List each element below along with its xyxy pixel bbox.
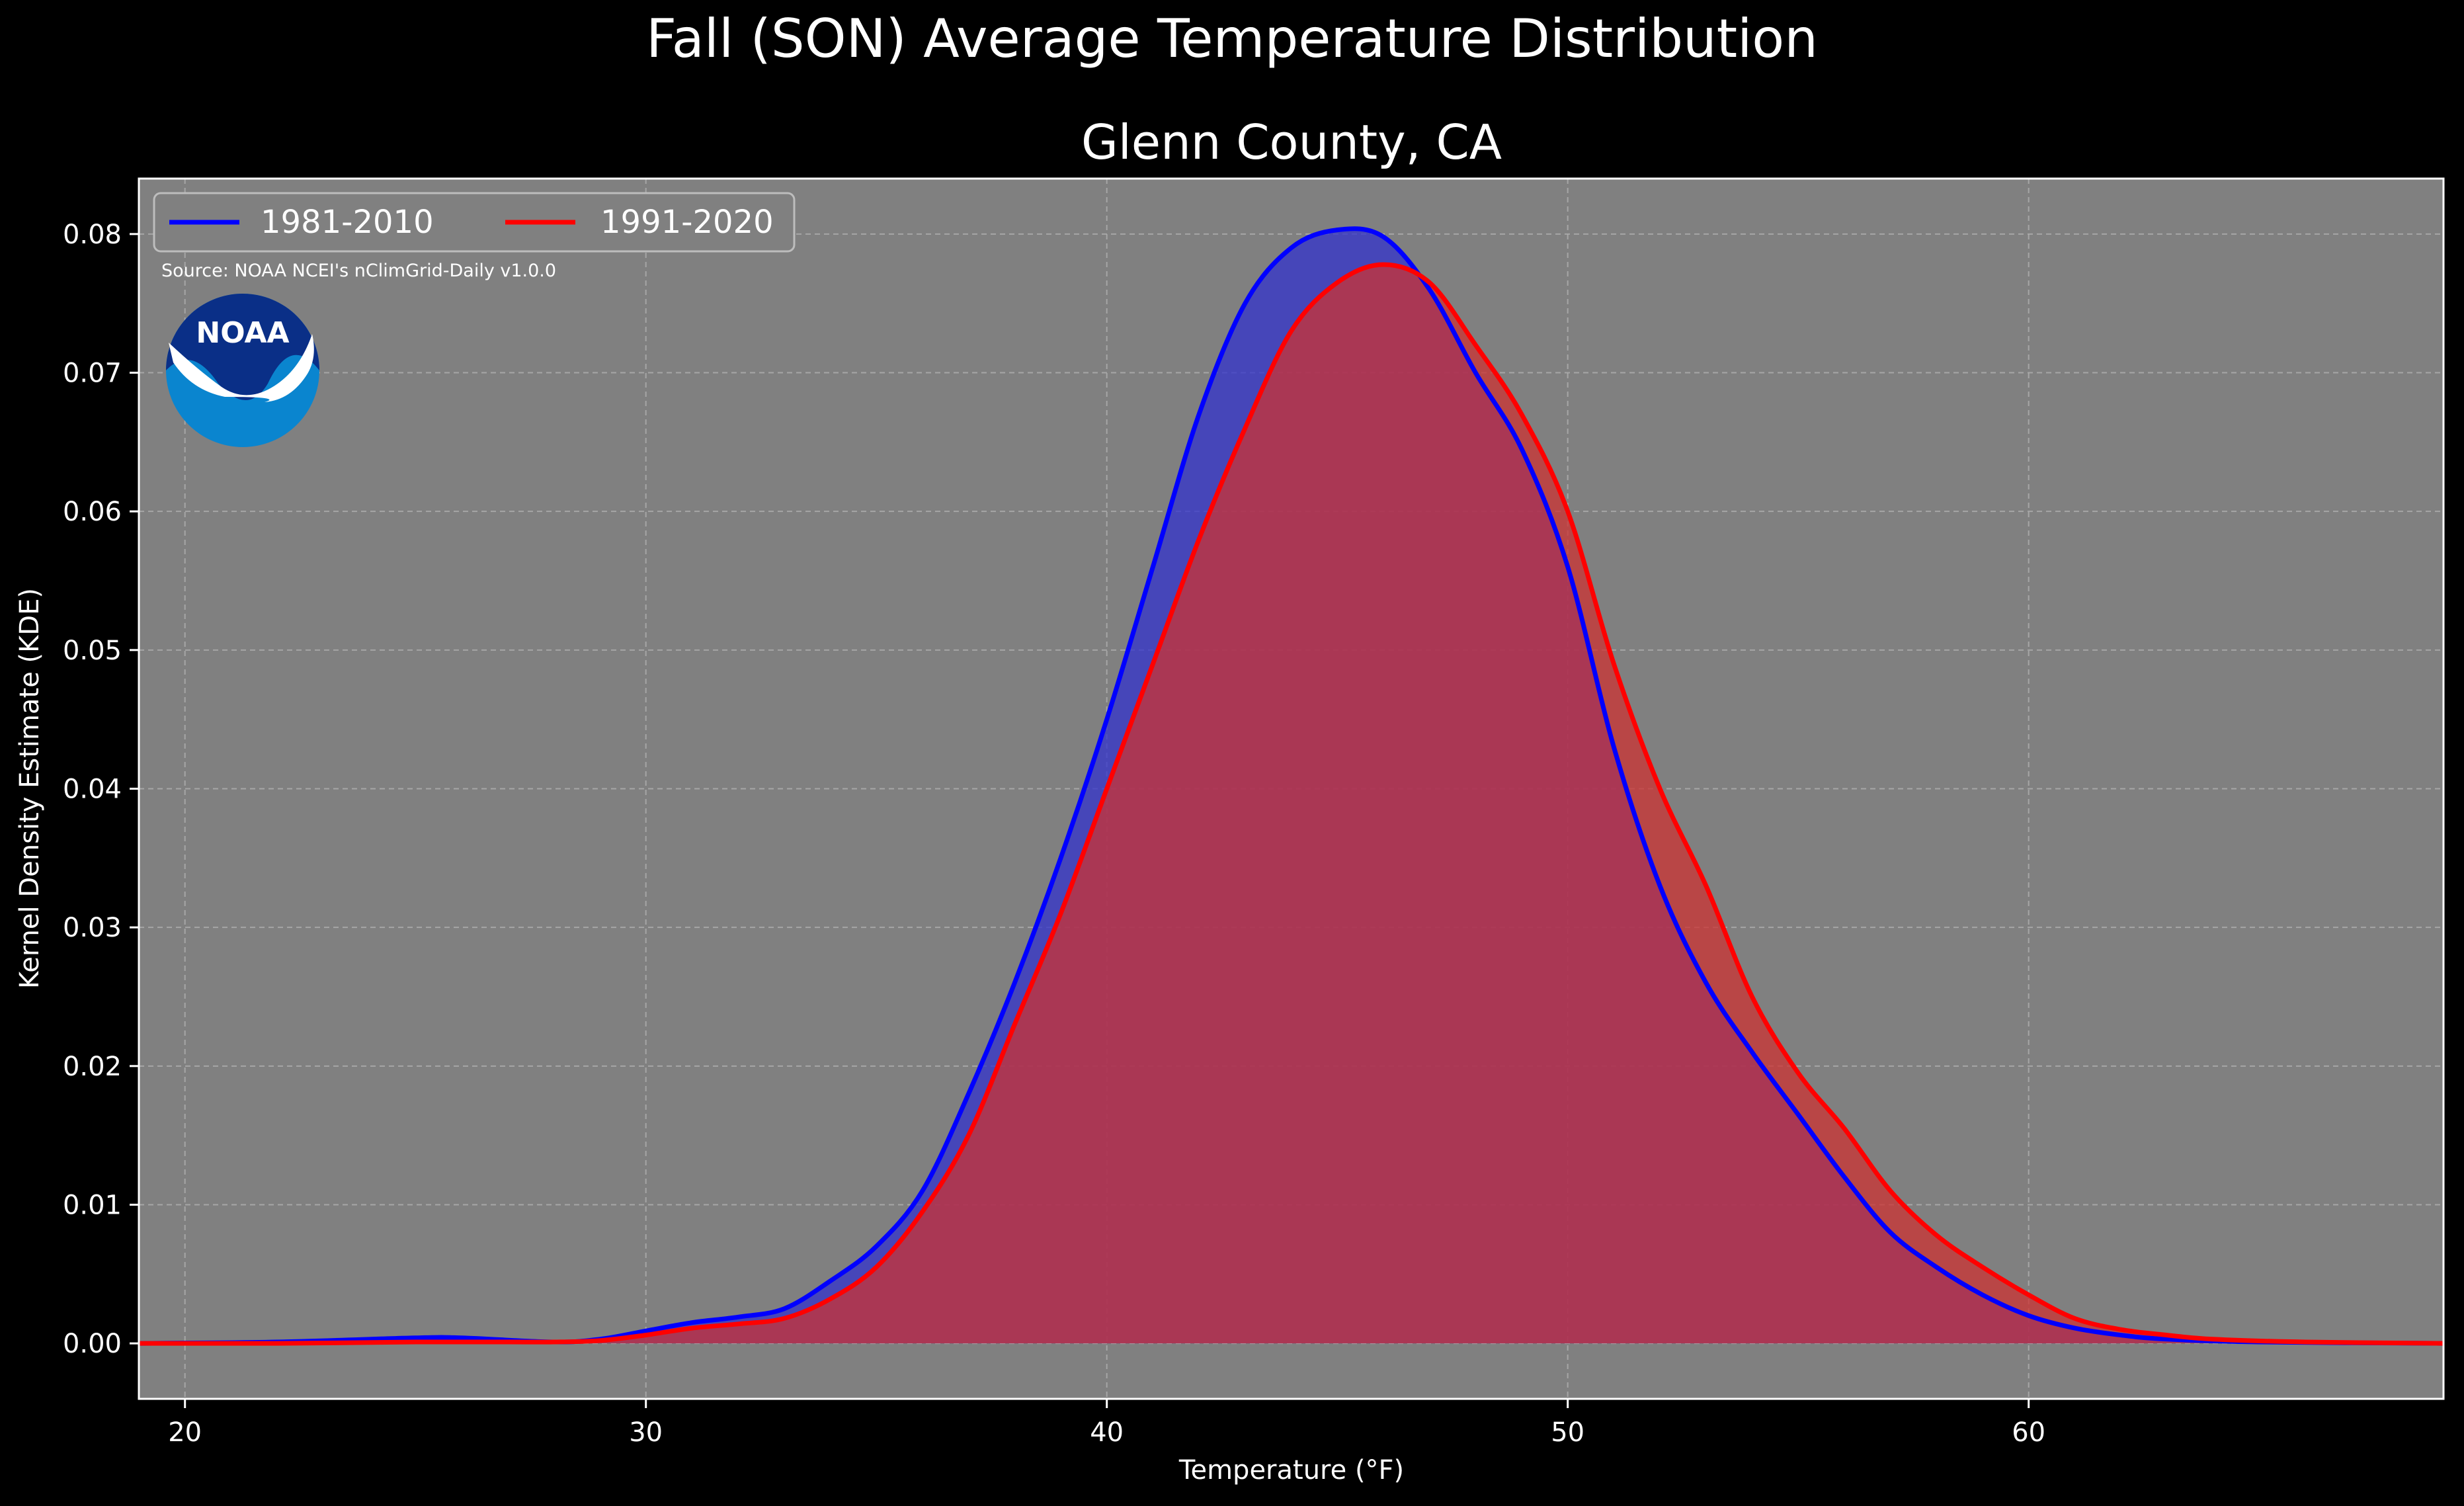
chart-title: Fall (SON) Average Temperature Distribut… [646, 8, 1818, 69]
y-tick-label-7: 0.07 [63, 358, 122, 389]
series-line-1991-2020 [139, 262, 2443, 1346]
series-area-1991-2020 [139, 265, 2443, 1344]
source-note: Source: NOAA NCEI's nClimGrid-Daily v1.0… [161, 261, 556, 281]
x-tick-label-1: 30 [629, 1417, 663, 1448]
chart-subtitle: Glenn County, CA [1081, 114, 1502, 170]
x-tick-label-2: 40 [1090, 1417, 1124, 1448]
legend-label-1981-2010: 1981-2010 [261, 204, 434, 241]
series-layer [139, 226, 2443, 1346]
legend: 1981-2010 1991-2020 [153, 192, 796, 253]
y-tick-label-1: 0.01 [63, 1190, 122, 1220]
noaa-logo: NOAA [166, 294, 319, 447]
y-tick-label-6: 0.06 [63, 497, 122, 527]
x-tick-label-3: 50 [1551, 1417, 1584, 1448]
y-tick-label-8: 0.08 [63, 220, 122, 250]
y-tick-label-2: 0.02 [63, 1052, 122, 1082]
y-axis-label: Kernel Density Estimate (KDE) [15, 588, 45, 989]
legend-box [153, 192, 796, 253]
y-tick-label-0: 0.00 [63, 1329, 122, 1359]
y-axis: 0.00 0.01 0.02 0.03 0.04 0.05 0.06 0.07 0.08 [63, 220, 139, 1359]
series-line-1981-2010 [139, 226, 2443, 1346]
y-tick-label-4: 0.04 [63, 774, 122, 805]
x-axis: 20 30 40 50 60 [168, 1399, 2045, 1448]
x-axis-label: Temperature (°F) [1178, 1455, 1404, 1485]
x-tick-label-4: 60 [2012, 1417, 2045, 1448]
y-tick-label-5: 0.05 [63, 636, 122, 666]
x-tick-label-0: 20 [168, 1417, 202, 1448]
legend-label-1991-2020: 1991-2020 [600, 204, 774, 241]
y-tick-label-3: 0.03 [63, 913, 122, 943]
noaa-logo-text: NOAA [196, 316, 289, 350]
